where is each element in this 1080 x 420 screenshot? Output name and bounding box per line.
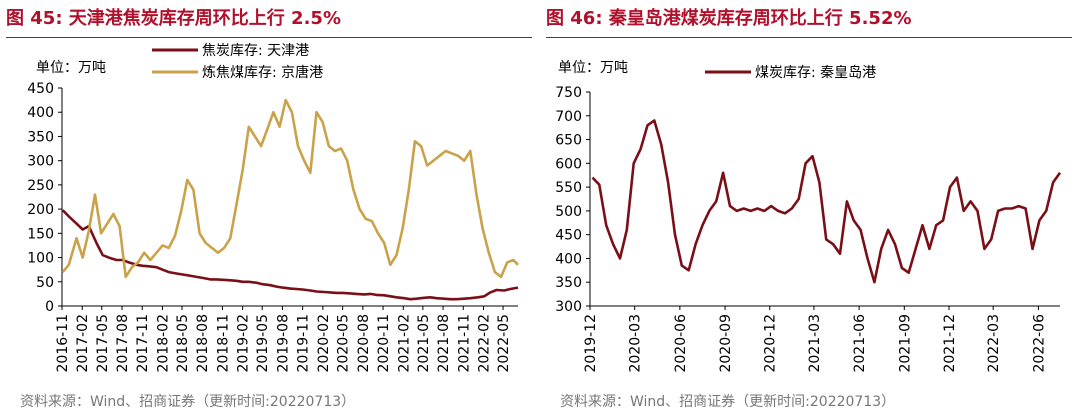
x-tick-label: 2022-03 <box>986 314 1002 373</box>
x-tick-label: 2021-02 <box>396 314 412 373</box>
legend-label: 焦炭库存: 天津港 <box>202 43 309 59</box>
x-tick-label: 2019-02 <box>236 314 252 373</box>
unit-label: 单位：万吨 <box>558 60 628 76</box>
x-tick-label: 2020-12 <box>763 314 779 373</box>
y-tick-label: 450 <box>555 228 582 244</box>
x-tick-label: 2018-02 <box>155 314 171 373</box>
chart-panel-left: 图 45: 天津港焦炭库存周环比上行 2.5% 单位：万吨 0 50 100 150 20… <box>6 4 532 410</box>
x-tick-label: 2020-05 <box>336 314 352 373</box>
figure-number: 图 45: <box>6 8 63 29</box>
x-tick-label: 2020-06 <box>673 314 689 373</box>
unit-label: 单位：万吨 <box>36 60 106 76</box>
x-tick-label: 2022-02 <box>476 314 492 373</box>
y-tick-label: 400 <box>555 251 582 267</box>
x-tick-label: 2021-03 <box>807 314 823 373</box>
figure-title: 图 46: 秦皇岛港煤炭库存周环比上行 5.52% <box>546 4 912 30</box>
y-tick-label: 250 <box>27 178 54 194</box>
y-tick-label: 200 <box>27 202 54 218</box>
y-tick-label: 150 <box>27 226 54 242</box>
y-tick-label: 0 <box>45 299 54 315</box>
x-tick-label: 2019-05 <box>255 314 271 373</box>
x-tick-label: 2017-05 <box>95 314 111 373</box>
x-tick-label: 2019-11 <box>296 314 312 373</box>
x-tick-label: 2020-02 <box>316 314 332 373</box>
y-tick-label: 750 <box>555 85 582 101</box>
x-tick-label: 2017-02 <box>75 314 91 373</box>
x-tick-label: 2020-03 <box>628 314 644 373</box>
x-tick-label: 2021-09 <box>897 314 913 373</box>
x-tick-label: 2022-06 <box>1031 314 1047 373</box>
x-tick-label: 2018-05 <box>175 314 191 373</box>
x-tick-label: 2020-11 <box>376 314 392 373</box>
legend-label: 煤炭库存: 秦皇岛港 <box>755 65 876 81</box>
x-tick-label: 2019-08 <box>275 314 291 373</box>
x-tick-label: 2022-05 <box>496 314 512 373</box>
y-tick-label: 50 <box>36 275 54 291</box>
y-tick-label: 300 <box>27 154 54 170</box>
x-tick-label: 2018-08 <box>195 314 211 373</box>
y-tick-label: 550 <box>555 180 582 196</box>
x-tick-label: 2021-06 <box>852 314 868 373</box>
y-tick-label: 650 <box>555 133 582 149</box>
x-tick-label: 2018-11 <box>215 314 231 373</box>
series-line-1 <box>591 119 1062 284</box>
y-tick-label: 350 <box>27 129 54 145</box>
series-line-1 <box>61 209 519 301</box>
title-divider <box>6 37 532 38</box>
chart-right: 单位：万吨 300 350 400 450 500 550 600 650 700 750 2019-… <box>555 60 1062 373</box>
x-tick-label: 2021-05 <box>416 314 432 373</box>
y-tick-label: 700 <box>555 109 582 125</box>
x-tick-label: 2020-09 <box>718 314 734 373</box>
source-note: 资料来源：Wind、招商证券（更新时间:20220713） <box>560 394 896 410</box>
y-tick-label: 100 <box>27 251 54 267</box>
series-line-2 <box>61 98 519 279</box>
x-tick-label: 2017-08 <box>115 314 131 373</box>
x-tick-label: 2017-11 <box>135 314 151 373</box>
x-tick-label: 2021-11 <box>456 314 472 373</box>
figure-number: 图 46: <box>546 8 603 29</box>
y-tick-label: 450 <box>27 81 54 97</box>
y-tick-label: 400 <box>27 105 54 121</box>
figure-title-text: 天津港焦炭库存周环比上行 2.5% <box>68 8 341 29</box>
y-tick-label: 350 <box>555 275 582 291</box>
x-tick-label: 2016-11 <box>55 314 71 373</box>
y-tick-label: 500 <box>555 204 582 220</box>
title-divider <box>546 37 1072 38</box>
legend-label: 炼焦煤库存: 京唐港 <box>202 64 323 81</box>
y-tick-label: 600 <box>555 156 582 172</box>
figure-title-text: 秦皇岛港煤炭库存周环比上行 5.52% <box>608 8 912 29</box>
x-tick-label: 2019-12 <box>583 314 599 373</box>
chart-panel-right: 图 46: 秦皇岛港煤炭库存周环比上行 5.52% 单位：万吨 300 350 400… <box>540 0 1080 420</box>
figure-title: 图 45: 天津港焦炭库存周环比上行 2.5% <box>6 4 341 30</box>
x-tick-label: 2020-08 <box>356 314 372 373</box>
x-tick-label: 2021-12 <box>942 314 958 373</box>
y-tick-label: 300 <box>555 299 582 315</box>
x-tick-label: 2021-08 <box>436 314 452 373</box>
source-note: 资料来源：Wind、招商证券（更新时间:20220713） <box>20 394 356 410</box>
